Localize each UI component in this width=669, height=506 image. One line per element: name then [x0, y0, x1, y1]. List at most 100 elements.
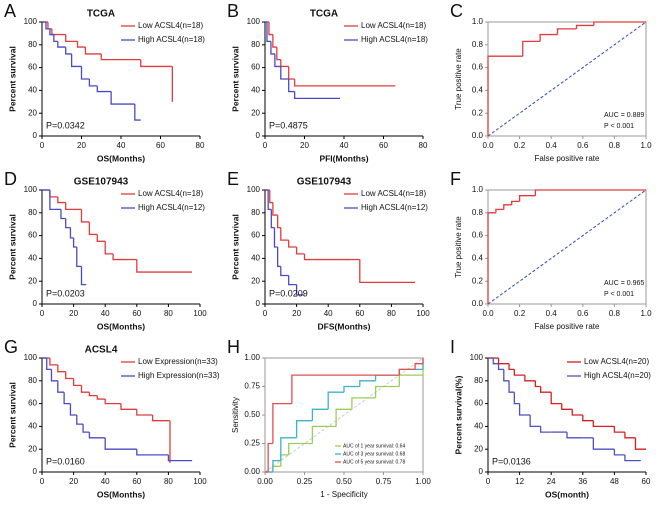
curve-step	[539, 33, 558, 42]
curve-step	[104, 399, 121, 405]
panel: B TCGA 0 20 40 60 80 100 0 20 40 60 80 PFI(Months) Per…	[227, 1, 428, 164]
y-tick-label: 0.25	[244, 439, 260, 448]
curve-step	[88, 79, 98, 87]
y-tick-label: 100	[247, 185, 261, 194]
x-tick-label: 0.6	[577, 141, 589, 150]
panel: E GSE107943 0 20 40 60 80 100 0 20 40 60 80 100 DFS(Mo…	[227, 169, 430, 332]
curve-step	[47, 22, 52, 30]
chart-title: GSE107943	[74, 177, 129, 188]
x-tick-label: 40	[101, 309, 110, 318]
y-tick-label: 0	[479, 467, 484, 476]
panel-letter: E	[227, 169, 239, 189]
x-tick-label: 0.8	[609, 309, 621, 318]
curve-step	[295, 247, 305, 255]
x-tick-label: 80	[164, 309, 173, 318]
x-axis-label: 1 - Specificity	[320, 490, 368, 499]
x-tick-label: 20	[69, 309, 78, 318]
curve-step	[88, 392, 98, 397]
curve-step	[100, 53, 112, 61]
y-axis-label: True positive rate	[454, 216, 463, 278]
y-axis-label: Percent survival	[7, 214, 17, 280]
curve-step	[57, 380, 65, 393]
reference-line	[264, 357, 424, 473]
y-tick-label: 80	[28, 40, 37, 49]
curve-step	[518, 195, 536, 202]
curve-step	[513, 369, 525, 376]
curve-step	[487, 212, 496, 304]
annotation: P=0.0209	[269, 288, 308, 298]
chart-title: ACSL4	[85, 345, 118, 356]
curve-step	[110, 91, 135, 105]
curve-step	[46, 358, 52, 371]
x-tick-label: 20	[77, 141, 86, 150]
panel-letter: A	[4, 1, 16, 21]
panel: G ACSL4 0 20 40 60 80 100 0 20 40 60 80 100 OS(Months)…	[4, 337, 220, 500]
x-tick-label: 0.25	[297, 477, 313, 486]
curve-step	[280, 266, 289, 277]
annotation: P=0.0160	[46, 456, 85, 466]
x-tick-label: 0.75	[376, 477, 392, 486]
curve-step	[65, 202, 74, 211]
y-tick-label: 0.0	[472, 299, 484, 308]
curve-step	[136, 259, 193, 273]
x-tick-label: 20	[300, 141, 309, 150]
curve-step	[49, 190, 58, 198]
y-tick-label: 0.00	[244, 467, 260, 476]
x-tick-label: 60	[132, 309, 141, 318]
curve-step	[288, 240, 297, 248]
y-tick-label: 100	[247, 17, 261, 26]
x-axis-label: PFI(Months)	[319, 153, 368, 163]
x-tick-label: 40	[324, 309, 333, 318]
y-axis-label: Sensitivity	[231, 397, 240, 433]
legend-label: Low ACSL4(n=18)	[361, 189, 426, 198]
curve-step	[288, 442, 313, 455]
curve-step	[293, 79, 305, 87]
y-tick-label: 40	[251, 254, 260, 263]
curve-step	[80, 66, 90, 80]
curve-step	[398, 368, 416, 376]
curve-step	[72, 378, 82, 387]
reference-line	[487, 189, 647, 305]
curve-step	[613, 426, 625, 433]
y-tick-label: 100	[470, 353, 484, 362]
y-tick-label: 0	[256, 299, 261, 308]
panel-letter: F	[450, 169, 461, 189]
y-tick-label: 0	[256, 131, 261, 140]
curve-step	[280, 66, 289, 80]
x-tick-label: 0	[486, 477, 491, 486]
annotation: P=0.0342	[46, 120, 85, 130]
curve-step	[104, 437, 137, 450]
curve-step	[508, 380, 515, 393]
x-tick-label: 36	[578, 477, 587, 486]
annotation: AUC = 0.889	[604, 112, 644, 119]
curve-step	[343, 385, 360, 393]
curve-step	[267, 442, 273, 472]
curve-step	[280, 437, 297, 461]
x-tick-label: 0	[40, 141, 45, 150]
curve-step	[112, 253, 129, 261]
x-tick-label: 1.00	[415, 477, 431, 486]
curve-step	[96, 395, 106, 400]
curve-step	[104, 241, 114, 255]
legend-label: High ACSL4(n=20)	[584, 371, 651, 380]
y-tick-label: 60	[28, 231, 37, 240]
legend-label: AUC of 1 year survival: 0.64	[343, 443, 405, 449]
y-tick-label: 40	[28, 422, 37, 431]
legend-label: Low ACSL4(n=18)	[361, 21, 426, 30]
y-tick-label: 60	[251, 63, 260, 72]
curve-step	[414, 363, 423, 370]
curve-step	[540, 386, 552, 393]
curve-step	[76, 415, 84, 425]
curve-step	[167, 454, 193, 462]
x-tick-label: 40	[117, 141, 126, 150]
y-tick-label: 1.0	[472, 185, 484, 194]
x-tick-label: 24	[547, 477, 556, 486]
y-tick-label: 20	[28, 276, 37, 285]
legend-label: High ACSL4(n=18)	[138, 35, 205, 44]
x-tick-label: 80	[419, 141, 428, 150]
curve-step	[540, 426, 552, 433]
x-tick-label: 0.2	[514, 141, 526, 150]
x-tick-label: 0.6	[577, 309, 589, 318]
curve-step	[80, 266, 87, 286]
